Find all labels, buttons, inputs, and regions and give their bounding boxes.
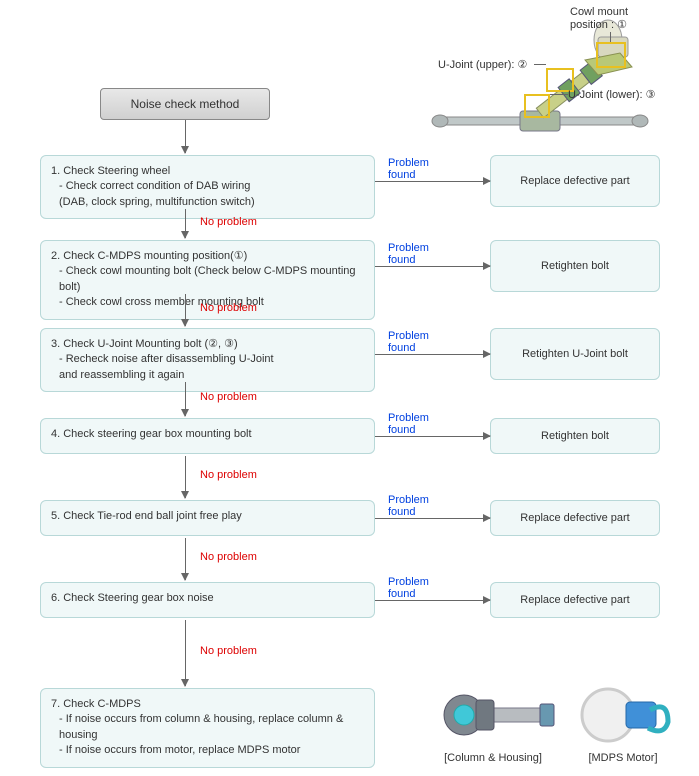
- step-box-3: 3. Check U-Joint Mounting bolt (②, ③)- R…: [40, 328, 375, 392]
- start-box: Noise check method: [100, 88, 270, 120]
- column-housing-label: [Column & Housing]: [428, 752, 558, 764]
- mdps-motor-label: [MDPS Motor]: [568, 752, 678, 764]
- steering-assembly-diagram: [380, 5, 680, 145]
- no-problem-label: No problem: [200, 216, 257, 228]
- no-problem-label: No problem: [200, 391, 257, 403]
- step-title: 3. Check U-Joint Mounting bolt (②, ③): [51, 337, 364, 352]
- action-box-4: Retighten bolt: [490, 418, 660, 454]
- step-line: - Check cowl mounting bolt (Check below …: [51, 264, 364, 295]
- arrow-v: [185, 538, 186, 580]
- arrow: [185, 120, 186, 153]
- step-box-6: 6. Check Steering gear box noise: [40, 582, 375, 618]
- step-box-1: 1. Check Steering wheel- Check correct c…: [40, 155, 375, 219]
- callout-line: [534, 64, 546, 65]
- problem-found-label: Problem found: [388, 330, 429, 354]
- arrow-v: [185, 456, 186, 498]
- problem-found-label: Problem found: [388, 576, 429, 600]
- arrow-v: [185, 620, 186, 686]
- problem-found-label: Problem found: [388, 242, 429, 266]
- no-problem-label: No problem: [200, 551, 257, 563]
- step-line: (DAB, clock spring, multifunction switch…: [51, 195, 364, 210]
- callout-box-ujoint-lower: [524, 94, 550, 118]
- step-title: 2. Check C-MDPS mounting position(①): [51, 249, 364, 264]
- callout-line: [550, 94, 568, 95]
- action-box-2: Retighten bolt: [490, 240, 660, 292]
- step-box-5: 5. Check Tie-rod end ball joint free pla…: [40, 500, 375, 536]
- step-line: - If noise occurs from motor, replace MD…: [51, 743, 364, 758]
- label-ujoint-lower: U-Joint (lower): ③: [568, 88, 655, 101]
- step-title: 5. Check Tie-rod end ball joint free pla…: [51, 509, 364, 524]
- action-box-5: Replace defective part: [490, 500, 660, 536]
- action-box-3: Retighten U-Joint bolt: [490, 328, 660, 380]
- step-title: 7. Check C-MDPS: [51, 697, 364, 712]
- callout-line: [610, 32, 611, 42]
- step-line: - If noise occurs from column & housing,…: [51, 712, 364, 743]
- no-problem-label: No problem: [200, 469, 257, 481]
- step-line: - Recheck noise after disassembling U-Jo…: [51, 352, 364, 367]
- step-box-4: 4. Check steering gear box mounting bolt: [40, 418, 375, 454]
- start-title: Noise check method: [131, 97, 240, 111]
- column-housing-image: [428, 680, 558, 750]
- action-box-1: Replace defective part: [490, 155, 660, 207]
- mdps-motor-image: [568, 680, 678, 750]
- step-line: - Check correct condition of DAB wiring: [51, 179, 364, 194]
- problem-found-label: Problem found: [388, 494, 429, 518]
- step-title: 6. Check Steering gear box noise: [51, 591, 364, 606]
- arrow-v: [185, 294, 186, 326]
- no-problem-label: No problem: [200, 645, 257, 657]
- step-title: 4. Check steering gear box mounting bolt: [51, 427, 364, 442]
- step-box-7: 7. Check C-MDPS- If noise occurs from co…: [40, 688, 375, 768]
- action-box-6: Replace defective part: [490, 582, 660, 618]
- label-cowl-mount: Cowl mount position : ①: [570, 6, 628, 32]
- arrow-v: [185, 382, 186, 416]
- label-ujoint-upper: U-Joint (upper): ②: [438, 58, 527, 71]
- callout-box-cowl: [596, 42, 626, 68]
- no-problem-label: No problem: [200, 302, 257, 314]
- problem-found-label: Problem found: [388, 412, 429, 436]
- problem-found-label: Problem found: [388, 157, 429, 181]
- arrow-v: [185, 209, 186, 238]
- step-title: 1. Check Steering wheel: [51, 164, 364, 179]
- step-line: and reassembling it again: [51, 368, 364, 383]
